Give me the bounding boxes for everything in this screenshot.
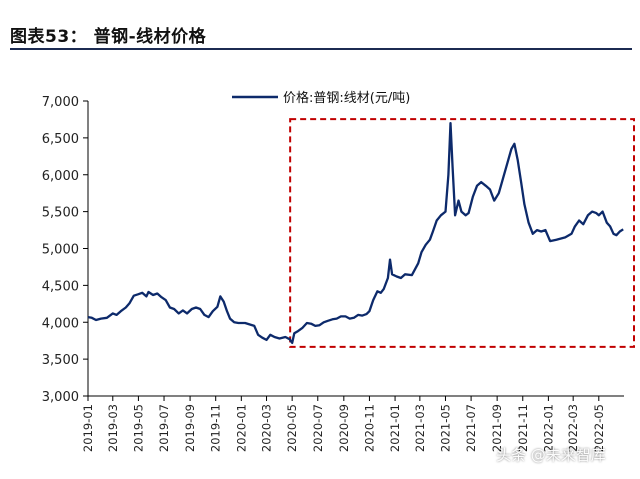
x-tick-label: 2019-11	[209, 404, 223, 452]
y-tick-label: 3,500	[42, 353, 79, 368]
x-tick-label: 2019-03	[106, 404, 120, 452]
y-tick-label: 5,000	[42, 243, 79, 258]
x-tick-label: 2022-05	[592, 404, 606, 452]
x-tick-label: 2020-09	[337, 404, 351, 452]
watermark: 头条 @未来智库	[496, 446, 606, 464]
x-tick-label: 2019-07	[157, 404, 171, 452]
series-line	[87, 121, 624, 345]
y-tick-label: 6,000	[42, 169, 79, 184]
x-axis-ticks: 2019-01 2019-03 2019-05 2019-07 2019-09 2019-…	[81, 396, 606, 452]
legend-label: 价格:普钢:线材(元/吨)	[283, 90, 410, 106]
highlight-dashed-box	[289, 118, 635, 348]
x-tick-label: 2019-09	[183, 404, 197, 452]
y-tick-label: 7,000	[42, 95, 79, 110]
x-tick-label: 2021-09	[490, 404, 504, 452]
y-tick-label: 4,000	[42, 316, 79, 331]
y-axis-ticks: 3,000 3,500 4,000 4,500 5,000 5,500 6,000 6,500…	[42, 95, 88, 405]
x-tick-label: 2020-05	[285, 404, 299, 452]
chart-axes	[87, 101, 624, 397]
x-tick-label: 2021-11	[516, 404, 530, 452]
y-tick-label: 3,000	[42, 390, 79, 405]
x-tick-label: 2020-07	[311, 404, 325, 452]
chart-legend: 价格:普钢:线材(元/吨)	[232, 90, 410, 106]
x-tick-label: 2019-01	[81, 404, 95, 452]
x-tick-label: 2021-05	[438, 404, 452, 452]
x-tick-label: 2019-05	[131, 404, 145, 452]
y-tick-label: 4,500	[42, 279, 79, 294]
x-tick-label: 2020-11	[362, 404, 376, 452]
x-tick-label: 2021-01	[388, 404, 402, 452]
y-tick-label: 6,500	[42, 132, 79, 147]
x-tick-label: 2020-03	[260, 404, 274, 452]
x-tick-label: 2021-07	[464, 404, 478, 452]
x-tick-label: 2021-03	[413, 404, 427, 452]
y-tick-label: 5,500	[42, 206, 79, 221]
chart-title: 图表53： 普钢-线材价格	[10, 27, 207, 47]
title-underline	[10, 48, 632, 50]
x-tick-label: 2020-01	[234, 404, 248, 452]
x-tick-label: 2022-03	[566, 404, 580, 452]
x-tick-label: 2022-01	[541, 404, 555, 452]
